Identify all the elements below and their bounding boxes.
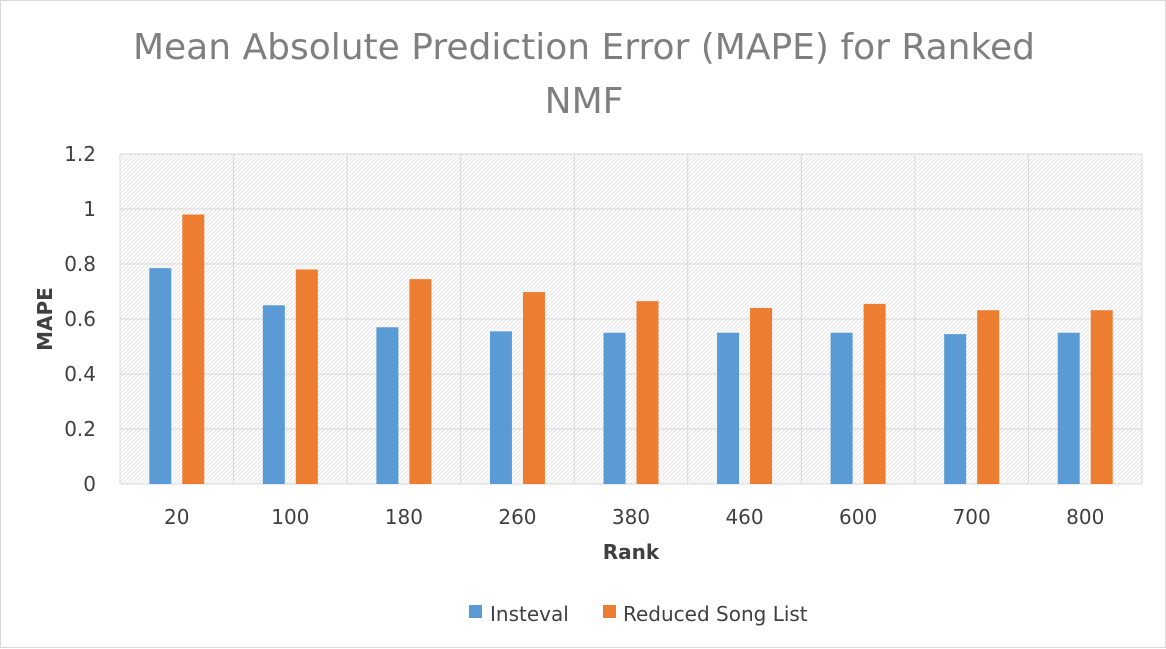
bar-reduced-song-list-800 bbox=[1090, 310, 1113, 484]
bar-insteval-460 bbox=[717, 332, 740, 484]
legend-swatch-reduced-song-list bbox=[603, 605, 616, 618]
y-tick-label: 0.8 bbox=[64, 252, 96, 276]
bar-reduced-song-list-20 bbox=[182, 214, 205, 484]
legend-swatch-insteval bbox=[469, 605, 482, 618]
x-tick-label: 20 bbox=[164, 505, 189, 529]
y-tick-label: 1 bbox=[83, 197, 96, 221]
bar-reduced-song-list-600 bbox=[863, 303, 886, 484]
bar-insteval-600 bbox=[830, 332, 853, 484]
grid-lines bbox=[119, 153, 1143, 485]
x-axis-title: Rank bbox=[603, 540, 660, 564]
legend-label-insteval: Insteval bbox=[490, 602, 569, 626]
x-tick-label: 700 bbox=[953, 505, 991, 529]
x-tick-label: 380 bbox=[612, 505, 650, 529]
y-tick-label: 0 bbox=[83, 472, 96, 496]
chart-title-line-1: Mean Absolute Prediction Error (MAPE) fo… bbox=[133, 27, 1035, 68]
x-tick-label: 460 bbox=[725, 505, 763, 529]
x-tick-label: 800 bbox=[1066, 505, 1104, 529]
bars bbox=[149, 214, 1113, 484]
bar-reduced-song-list-180 bbox=[409, 279, 432, 484]
y-axis-title: MAPE bbox=[33, 287, 57, 351]
y-tick-labels: 0 0.2 0.4 0.6 0.8 1 1.2 bbox=[64, 142, 96, 496]
bar-reduced-song-list-380 bbox=[636, 301, 659, 484]
x-tick-label: 180 bbox=[385, 505, 423, 529]
bar-insteval-380 bbox=[603, 332, 626, 484]
bar-insteval-260 bbox=[489, 331, 512, 484]
bar-reduced-song-list-260 bbox=[522, 292, 545, 484]
legend: Insteval Reduced Song List bbox=[469, 602, 808, 626]
bar-insteval-180 bbox=[376, 327, 399, 484]
bar-insteval-800 bbox=[1057, 332, 1080, 484]
x-tick-label: 260 bbox=[498, 505, 536, 529]
y-tick-label: 0.2 bbox=[64, 417, 96, 441]
x-tick-label: 600 bbox=[839, 505, 877, 529]
chart-title-line-2: NMF bbox=[545, 81, 624, 122]
legend-label-reduced-song-list: Reduced Song List bbox=[623, 602, 808, 626]
y-tick-label: 0.6 bbox=[64, 307, 96, 331]
bar-reduced-song-list-100 bbox=[295, 269, 318, 484]
bar-insteval-20 bbox=[149, 268, 172, 484]
bar-insteval-700 bbox=[944, 334, 967, 484]
bar-insteval-100 bbox=[262, 305, 285, 484]
bar-reduced-song-list-460 bbox=[750, 308, 773, 484]
bar-reduced-song-list-700 bbox=[977, 310, 1000, 484]
y-tick-label: 0.4 bbox=[64, 362, 96, 386]
x-tick-labels: 20 100 180 260 380 460 600 700 800 bbox=[164, 505, 1104, 529]
y-tick-label: 1.2 bbox=[64, 142, 96, 166]
x-tick-label: 100 bbox=[271, 505, 309, 529]
